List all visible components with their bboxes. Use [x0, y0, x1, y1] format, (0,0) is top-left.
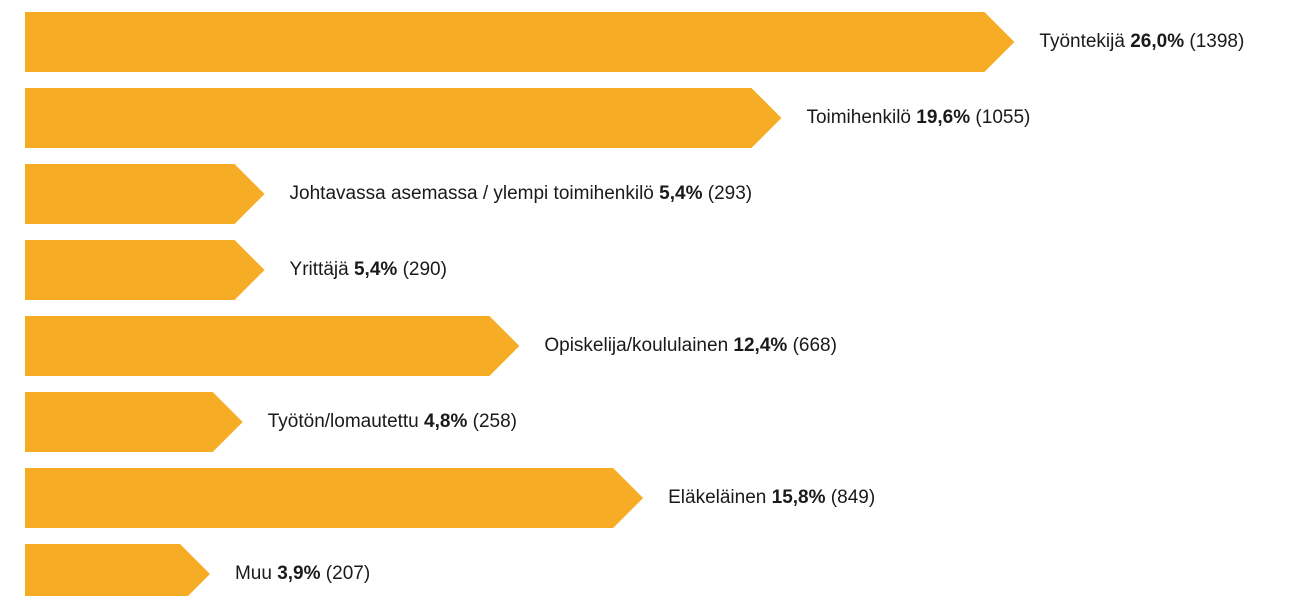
count-label: (207) — [326, 563, 370, 584]
count-label: (258) — [473, 411, 517, 432]
bar-label: Eläkeläinen 15,8% (849) — [668, 487, 875, 508]
value-label: 15,8% — [772, 487, 826, 508]
bar — [25, 544, 210, 596]
category-label: Muu — [235, 563, 272, 584]
bar — [25, 468, 644, 528]
category-label: Yrittäjä — [290, 259, 350, 280]
bar — [25, 12, 1015, 72]
value-label: 26,0% — [1130, 31, 1184, 52]
category-label: Toimihenkilö — [806, 107, 911, 128]
bar-label: Muu 3,9% (207) — [235, 563, 370, 584]
bar — [25, 164, 265, 224]
count-label: (1398) — [1189, 31, 1244, 52]
value-label: 19,6% — [916, 107, 970, 128]
bar — [25, 240, 265, 300]
count-label: (290) — [403, 259, 447, 280]
bar — [25, 392, 243, 452]
bar-label: Johtavassa asemassa / ylempi toimihenkil… — [290, 183, 753, 204]
bar-label: Yrittäjä 5,4% (290) — [290, 259, 447, 280]
category-label: Johtavassa asemassa / ylempi toimihenkil… — [290, 183, 654, 204]
category-label: Työntekijä — [1039, 31, 1125, 52]
value-label: 5,4% — [659, 183, 702, 204]
value-label: 3,9% — [277, 563, 320, 584]
bar-label: Opiskelija/koululainen 12,4% (668) — [544, 335, 837, 356]
bar-label: Työtön/lomautettu 4,8% (258) — [268, 411, 517, 432]
category-label: Työtön/lomautettu — [268, 411, 419, 432]
bar — [25, 88, 782, 148]
count-label: (849) — [831, 487, 875, 508]
category-label: Opiskelija/koululainen — [544, 335, 728, 356]
value-label: 12,4% — [733, 335, 787, 356]
bar-label: Toimihenkilö 19,6% (1055) — [806, 107, 1030, 128]
category-label: Eläkeläinen — [668, 487, 766, 508]
value-label: 5,4% — [354, 259, 397, 280]
count-label: (1055) — [975, 107, 1030, 128]
count-label: (293) — [708, 183, 752, 204]
bar-label: Työntekijä 26,0% (1398) — [1039, 31, 1244, 52]
value-label: 4,8% — [424, 411, 467, 432]
bar — [25, 316, 520, 376]
count-label: (668) — [793, 335, 837, 356]
